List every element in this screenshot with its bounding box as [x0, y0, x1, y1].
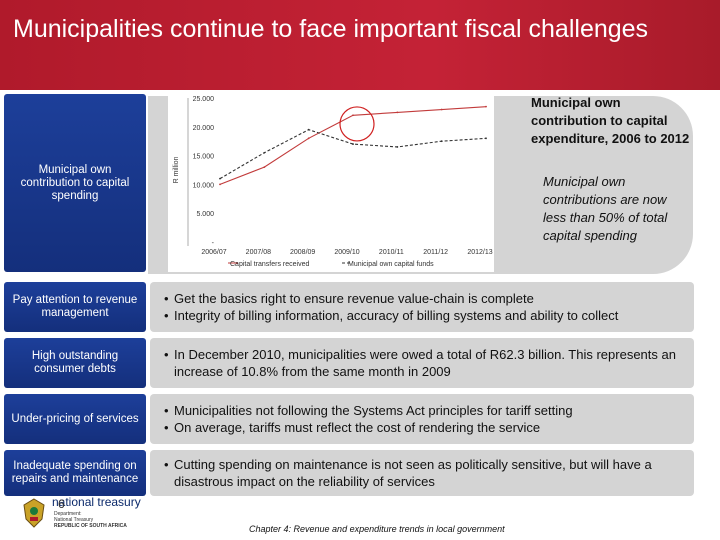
- y-tick-label: 25.000: [193, 96, 215, 103]
- coat-of-arms-icon: [23, 498, 45, 528]
- bullet-dot-icon: •: [164, 347, 169, 362]
- series-point: [352, 143, 354, 145]
- chart-note-title: Municipal own contribution to capital ex…: [531, 95, 690, 146]
- bullet-dot-icon: •: [164, 420, 169, 435]
- bullet-dot-icon: •: [164, 457, 169, 472]
- bullet-item: • In December 2010, municipalities were o…: [164, 346, 684, 380]
- chart-left-label-box: Municipal own contribution to capital sp…: [4, 94, 146, 272]
- logo-sub-3: REPUBLIC OF SOUTH AFRICA: [54, 523, 127, 529]
- slide-title: Municipalities continue to face importan…: [13, 15, 649, 43]
- series-point: [307, 128, 310, 131]
- x-tick-label: 2009/10: [334, 249, 359, 256]
- series-point: [307, 137, 310, 140]
- bullet-dot-icon: •: [164, 403, 169, 418]
- bullet-text: Cutting spending on maintenance is not s…: [174, 457, 652, 489]
- row-detail-box: • In December 2010, municipalities were o…: [150, 338, 694, 388]
- series-point: [263, 166, 266, 169]
- series-point: [396, 111, 399, 114]
- series-point: [485, 137, 487, 140]
- row-label: Pay attention to revenue management: [12, 294, 138, 319]
- bullet-text: In December 2010, municipalities were ow…: [174, 347, 676, 379]
- bullet-dot-icon: •: [164, 308, 169, 323]
- logo-sub-1: Department:: [54, 511, 82, 517]
- bullet-dot-icon: •: [164, 291, 169, 306]
- series-point: [352, 114, 354, 117]
- series-point: [440, 140, 443, 143]
- bullet-text: Municipalities not following the Systems…: [174, 403, 573, 418]
- y-tick-label: 5.000: [196, 211, 214, 218]
- y-tick-label: 10.000: [193, 182, 215, 189]
- series-point: [396, 146, 399, 148]
- row-label: Under-pricing of services: [11, 412, 139, 425]
- bullet-item: • Integrity of billing information, accur…: [164, 307, 684, 324]
- series-line: [219, 129, 487, 180]
- legend-label: Capital transfers received: [230, 261, 309, 268]
- row-label: Inadequate spending on repairs and maint…: [11, 460, 139, 485]
- x-tick-label: 2008/09: [290, 249, 315, 256]
- bullet-item: • Municipalities not following the System…: [164, 402, 684, 419]
- row-label-box: Pay attention to revenue management: [4, 282, 146, 332]
- y-axis-label: R million: [173, 156, 180, 183]
- series-point: [263, 151, 266, 154]
- title-bar: Municipalities continue to face importan…: [0, 0, 720, 90]
- chart-note-italic: Municipal own contributions are now less…: [543, 174, 668, 243]
- row-detail-box: • Get the basics right to ensure revenue …: [150, 282, 694, 332]
- series-point: [219, 177, 221, 180]
- y-tick-label: 15.000: [193, 154, 215, 161]
- series-point: [485, 105, 487, 108]
- chart-area: - 5.000 10.000 15.000 20.000 25.000 R million 2…: [168, 92, 494, 272]
- highlight-circle-icon: [339, 106, 375, 142]
- bullet-item: • Cutting spending on maintenance is not …: [164, 456, 684, 490]
- x-tick-label: 2007/08: [246, 249, 271, 256]
- y-tick-label: -: [212, 240, 215, 247]
- page-number: 6: [58, 497, 65, 511]
- row-label: High outstanding consumer debts: [31, 350, 119, 375]
- row-label-box: Inadequate spending on repairs and maint…: [4, 450, 146, 496]
- logo-subtitle: Department: National Treasury REPUBLIC O…: [54, 511, 127, 529]
- series-point: [440, 108, 443, 111]
- bullet-item: • On average, tariffs must reflect the co…: [164, 419, 684, 436]
- x-tick-label: 2012/13: [467, 249, 492, 256]
- line-chart: - 5.000 10.000 15.000 20.000 25.000 R million 2…: [173, 96, 493, 268]
- series-point: [219, 183, 221, 186]
- x-tick-label: 2006/07: [201, 249, 226, 256]
- series-line: [219, 106, 487, 185]
- footer-caption: Chapter 4: Revenue and expenditure trend…: [249, 524, 505, 534]
- bullet-text: Integrity of billing information, accura…: [174, 308, 619, 323]
- row-detail-box: • Cutting spending on maintenance is not …: [150, 450, 694, 496]
- x-tick-label: 2010/11: [379, 249, 404, 256]
- legend-label: Municipal own capital funds: [348, 261, 434, 268]
- x-tick-label: 2011/12: [423, 249, 448, 256]
- logo-name: national treasury: [52, 495, 141, 509]
- row-detail-box: • Municipalities not following the System…: [150, 394, 694, 444]
- row-label-box: Under-pricing of services: [4, 394, 146, 444]
- bullet-text: On average, tariffs must reflect the cos…: [174, 420, 541, 435]
- chart-left-label: Municipal own contribution to capital sp…: [20, 163, 130, 202]
- bullet-text: Get the basics right to ensure revenue v…: [174, 291, 534, 306]
- y-tick-label: 20.000: [193, 125, 215, 132]
- bullet-item: • Get the basics right to ensure revenue …: [164, 290, 684, 307]
- row-label-box: High outstanding consumer debts: [4, 338, 146, 388]
- logo-sub-2: National Treasury: [54, 517, 94, 523]
